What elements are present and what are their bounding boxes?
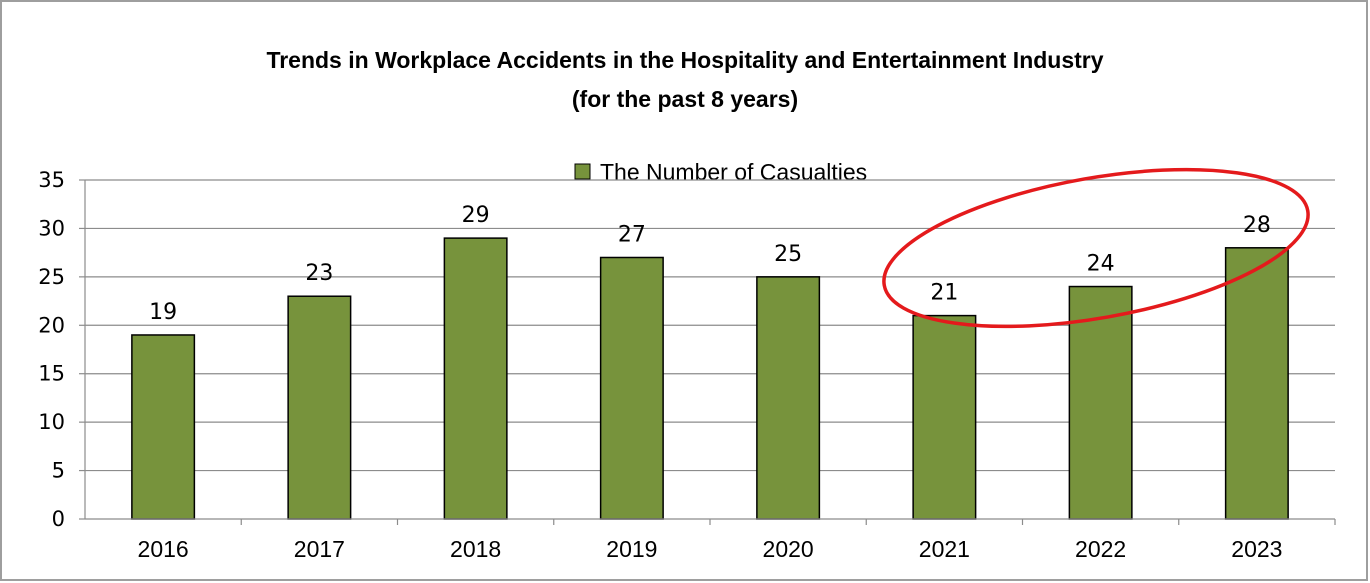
bar [756, 276, 821, 520]
bar [912, 314, 977, 520]
y-tick-label: 15 [38, 362, 65, 386]
chart-subtitle: (for the past 8 years) [572, 86, 798, 112]
bar [443, 237, 508, 520]
legend: The Number of Casualties [574, 159, 867, 185]
x-tick-label: 2023 [1231, 536, 1282, 562]
bar [1224, 247, 1289, 520]
data-labels: 19 23 29 27 25 21 24 28 [149, 203, 1271, 325]
y-tick-label: 0 [52, 507, 65, 531]
legend-swatch [574, 163, 591, 180]
data-label: 21 [930, 281, 958, 306]
data-label: 25 [774, 242, 802, 267]
data-label: 27 [618, 222, 646, 247]
x-tick-label: 2019 [606, 536, 657, 562]
data-label: 23 [305, 261, 333, 286]
x-tick-label: 2022 [1075, 536, 1126, 562]
axes [84, 180, 1335, 520]
y-tick-label: 35 [38, 168, 65, 192]
data-label: 24 [1087, 252, 1115, 277]
bar [287, 295, 352, 520]
data-label: 19 [149, 300, 177, 325]
bar [1068, 285, 1133, 520]
x-tick-label: 2016 [138, 536, 189, 562]
data-label: 28 [1243, 213, 1271, 238]
data-label: 29 [462, 203, 490, 228]
x-tick-label: 2018 [450, 536, 501, 562]
y-tick-label: 20 [38, 313, 65, 337]
y-tick-label: 25 [38, 265, 65, 289]
chart-title: Trends in Workplace Accidents in the Hos… [266, 47, 1103, 73]
x-axis-ticks: 2016 2017 2018 2019 2020 2021 2022 2023 [138, 519, 1336, 562]
bar [599, 256, 664, 520]
x-tick-label: 2017 [294, 536, 345, 562]
y-axis-ticks: 0 5 10 15 20 25 30 35 [38, 168, 85, 531]
y-tick-label: 30 [38, 216, 65, 240]
legend-label: The Number of Casualties [600, 159, 867, 185]
bars [131, 237, 1289, 520]
bar [131, 334, 196, 520]
x-tick-label: 2021 [919, 536, 970, 562]
y-tick-label: 10 [38, 410, 65, 434]
y-tick-label: 5 [52, 459, 65, 483]
highlight-ellipse [882, 167, 1310, 329]
x-tick-label: 2020 [763, 536, 814, 562]
